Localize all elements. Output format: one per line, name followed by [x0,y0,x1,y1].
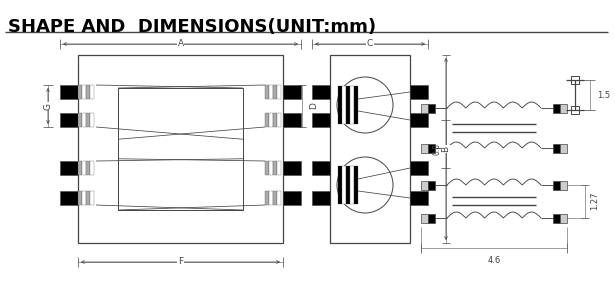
Bar [90,85,94,99]
Bar [86,161,90,175]
Text: C: C [367,40,373,49]
Bar [342,166,346,204]
Bar [90,113,94,127]
Bar [553,181,560,190]
Bar [78,161,82,175]
Bar [273,161,277,175]
Bar [421,104,428,113]
Bar [428,104,435,113]
Text: D: D [309,103,318,109]
Bar [265,113,269,127]
Text: G: G [44,103,52,109]
Bar [86,85,90,99]
Bar [346,86,350,124]
Bar [354,166,358,204]
Bar [553,104,560,113]
Bar [86,191,90,205]
Bar [283,113,301,127]
Bar [560,181,567,190]
Bar [350,166,354,204]
Bar [60,113,78,127]
Bar [265,85,269,99]
Bar [410,85,428,99]
Text: 1.5: 1.5 [597,91,610,100]
Bar [60,161,78,175]
Bar [553,144,560,153]
Bar [428,181,435,190]
Text: A: A [178,40,183,49]
Bar [277,85,281,99]
Bar [350,86,354,124]
Bar [560,144,567,153]
Bar [283,161,301,175]
Bar [338,86,342,124]
Bar [421,214,428,223]
Bar [410,113,428,127]
Text: F: F [178,257,183,266]
Bar [273,113,277,127]
Bar [312,191,330,205]
Bar [60,85,78,99]
Bar [428,214,435,223]
Text: SHAPE AND  DIMENSIONS(UNIT:mm): SHAPE AND DIMENSIONS(UNIT:mm) [8,18,376,36]
Bar [410,161,428,175]
Text: 1.27: 1.27 [590,192,599,210]
Bar [553,214,560,223]
Bar [571,106,579,114]
Bar [269,113,273,127]
Bar [338,166,342,204]
Bar [78,55,283,243]
Bar [82,85,86,99]
Text: B: B [442,146,451,152]
Bar [312,85,330,99]
Bar [60,191,78,205]
Text: 0.8: 0.8 [433,143,442,155]
Bar [82,191,86,205]
Bar [421,144,428,153]
Bar [86,113,90,127]
Bar [269,191,273,205]
Bar [78,113,82,127]
Bar [560,214,567,223]
Bar [410,191,428,205]
Bar [277,191,281,205]
Bar [273,191,277,205]
Bar [90,191,94,205]
Bar [312,113,330,127]
Bar [269,85,273,99]
Bar [82,113,86,127]
Bar [277,113,281,127]
Bar [269,161,273,175]
Bar [330,55,410,243]
Bar [277,161,281,175]
Bar [265,191,269,205]
Bar [354,86,358,124]
Bar [273,85,277,99]
Bar [283,85,301,99]
Bar [428,144,435,153]
Bar [560,104,567,113]
Bar [78,191,82,205]
Bar [283,191,301,205]
Bar [571,76,579,84]
Bar [342,86,346,124]
Bar [118,88,243,210]
Bar [90,161,94,175]
Bar [421,181,428,190]
Bar [265,161,269,175]
Bar [78,85,82,99]
Bar [346,166,350,204]
Text: 4.6: 4.6 [487,256,501,265]
Bar [82,161,86,175]
Bar [312,161,330,175]
